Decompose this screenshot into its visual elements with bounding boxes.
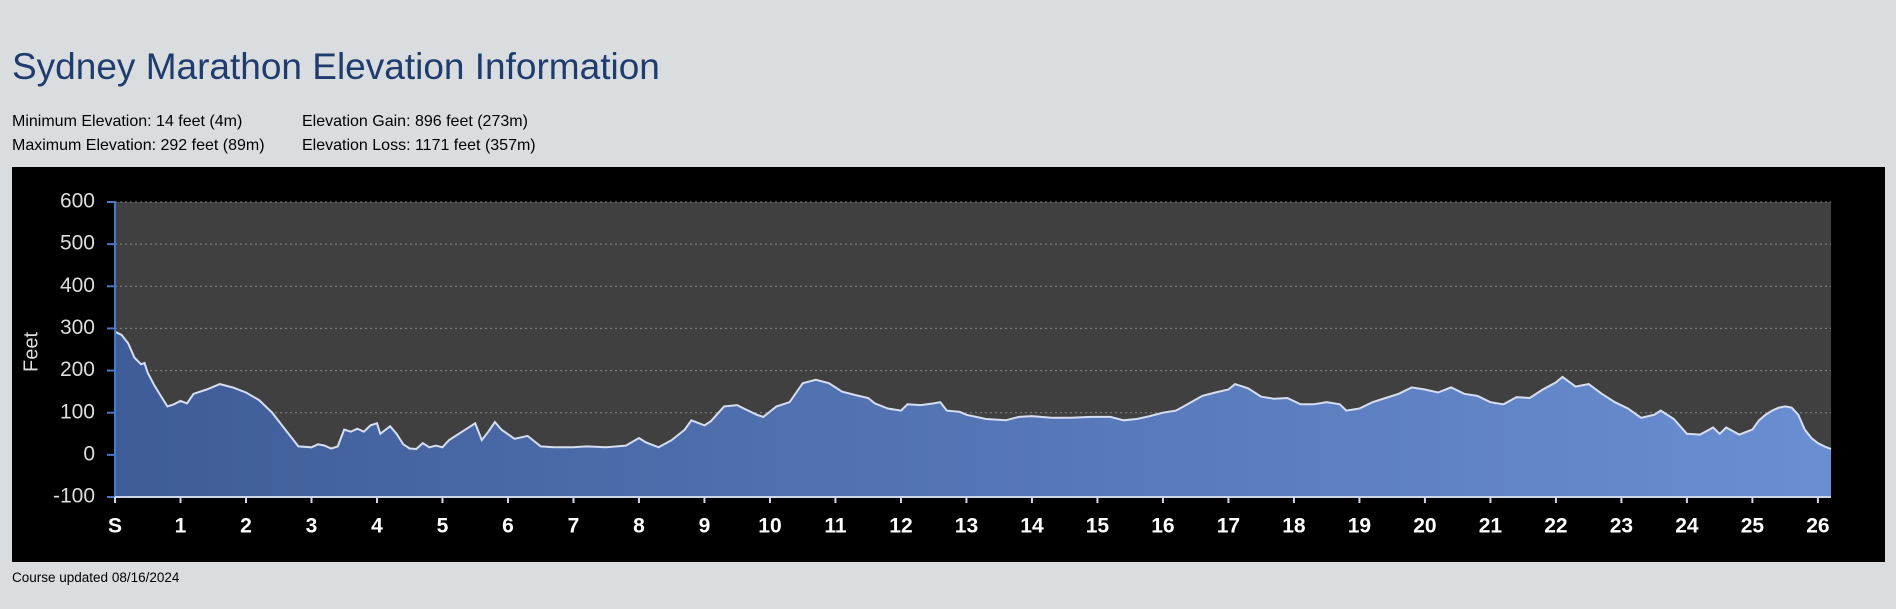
- y-tick-label: 100: [60, 400, 95, 423]
- x-tick-label: 3: [306, 515, 318, 538]
- elevation-area: [115, 331, 1831, 497]
- x-tick-label: 15: [1086, 515, 1110, 538]
- x-tick-label: 26: [1806, 515, 1829, 538]
- x-tick-label: 16: [1151, 515, 1174, 538]
- x-tick-label: 7: [568, 515, 580, 538]
- stats-column: Minimum Elevation: 14 feet (4m) Maximum …: [12, 110, 265, 158]
- stat: Maximum Elevation: 292 feet (89m): [12, 137, 265, 154]
- x-tick-label: 13: [955, 515, 978, 538]
- x-tick-label: 25: [1741, 515, 1765, 538]
- x-tick-label: 6: [502, 515, 514, 538]
- stats-column: Elevation Gain: 896 feet (273m) Elevatio…: [302, 110, 536, 158]
- x-tick-label: 10: [758, 515, 781, 538]
- x-tick-label: S: [108, 515, 122, 538]
- x-tick-label: 14: [1020, 515, 1044, 538]
- x-tick-label: 21: [1479, 515, 1503, 538]
- y-axis-label: Feet: [20, 332, 42, 372]
- x-tick-label: 19: [1348, 515, 1371, 538]
- y-tick-label: 0: [83, 442, 95, 465]
- stat: Minimum Elevation: 14 feet (4m): [12, 113, 243, 130]
- x-tick-label: 23: [1610, 515, 1633, 538]
- x-tick-label: 18: [1282, 515, 1306, 538]
- x-tick-label: 4: [371, 515, 383, 538]
- stat: Elevation Loss: 1171 feet (357m): [302, 137, 536, 154]
- x-tick-label: 2: [240, 515, 252, 538]
- y-tick-label: -100: [53, 485, 95, 508]
- y-tick-label: 600: [60, 190, 95, 213]
- y-tick-label: 300: [60, 316, 95, 339]
- x-tick-label: 8: [633, 515, 645, 538]
- elevation-line: [114, 330, 1832, 451]
- x-tick-label: 11: [824, 515, 847, 538]
- y-tick-label: 200: [60, 358, 95, 381]
- x-tick-label: 24: [1675, 515, 1699, 538]
- x-tick-label: 9: [699, 515, 711, 538]
- page-title: Sydney Marathon Elevation Information: [12, 46, 660, 87]
- x-tick-label: 1: [175, 515, 187, 538]
- x-tick-label: 20: [1413, 515, 1436, 538]
- x-tick-label: 17: [1217, 515, 1240, 538]
- y-tick-label: 500: [60, 232, 95, 255]
- x-tick-label: 22: [1544, 515, 1567, 538]
- y-tick-label: 400: [60, 274, 95, 297]
- x-tick-label: 5: [437, 515, 449, 538]
- x-tick-label: 12: [889, 515, 912, 538]
- stat: Elevation Gain: 896 feet (273m): [302, 113, 528, 130]
- footer-note: Course updated 08/16/2024: [12, 570, 180, 585]
